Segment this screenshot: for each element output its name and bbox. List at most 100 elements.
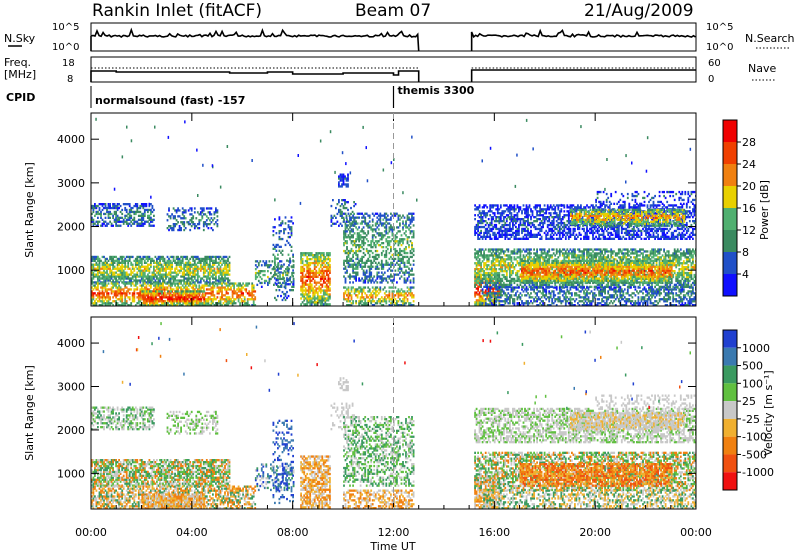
data-cell <box>115 272 117 274</box>
data-cell <box>99 262 101 264</box>
data-cell <box>132 275 134 277</box>
data-cell <box>212 219 214 221</box>
data-cell <box>253 294 255 296</box>
data-cell <box>206 223 208 225</box>
data-cell <box>382 279 384 281</box>
data-cell <box>120 205 122 207</box>
data-cell <box>375 266 377 268</box>
data-cell <box>366 294 368 296</box>
data-cell <box>120 277 122 279</box>
data-cell <box>407 298 409 300</box>
data-cell <box>351 264 353 266</box>
data-cell <box>206 298 208 300</box>
data-cell <box>405 302 407 304</box>
data-cell <box>97 272 99 274</box>
data-cell <box>96 302 98 304</box>
data-cell <box>396 281 398 283</box>
data-cell <box>217 215 219 217</box>
data-cell <box>97 221 99 223</box>
data-cell <box>559 236 561 238</box>
data-cell <box>321 286 323 288</box>
data-cell <box>562 218 564 220</box>
data-cell <box>167 282 169 284</box>
data-cell <box>335 207 337 209</box>
data-cell <box>326 268 328 270</box>
data-cell <box>321 268 323 270</box>
data-cell <box>332 199 334 201</box>
data-cell <box>544 216 546 218</box>
data-cell <box>369 254 371 256</box>
data-cell <box>282 254 284 256</box>
data-cell <box>203 294 205 296</box>
data-cell <box>545 218 547 220</box>
data-cell <box>366 277 368 279</box>
data-cell <box>411 274 413 276</box>
data-cell <box>480 232 482 234</box>
data-cell <box>530 208 532 210</box>
data-cell <box>93 296 95 298</box>
data-cell <box>124 217 126 219</box>
data-cell <box>343 238 345 240</box>
data-cell <box>277 275 279 277</box>
data-cell <box>354 232 356 234</box>
data-cell <box>352 211 354 213</box>
data-cell <box>245 288 247 290</box>
data-cell <box>381 238 383 240</box>
data-cell <box>483 236 485 238</box>
data-cell <box>363 274 365 276</box>
data-cell <box>206 300 208 302</box>
data-cell <box>378 240 380 242</box>
data-cell <box>280 285 282 287</box>
data-cell <box>175 294 177 296</box>
data-cell <box>524 224 526 226</box>
data-cell <box>323 252 325 254</box>
data-cell <box>346 240 348 242</box>
data-cell <box>321 284 323 286</box>
data-cell <box>180 282 182 284</box>
data-cell <box>206 215 208 217</box>
data-cell <box>221 282 223 284</box>
data-cell <box>152 300 154 302</box>
data-cell <box>286 240 288 242</box>
data-cell <box>348 296 350 298</box>
data-cell <box>329 278 331 280</box>
nave-label: Nave <box>748 62 776 75</box>
data-cell <box>127 262 129 264</box>
data-cell <box>408 236 410 238</box>
data-cell <box>111 277 113 279</box>
data-cell <box>355 240 357 242</box>
data-cell <box>375 262 377 264</box>
data-cell <box>341 225 343 227</box>
data-cell <box>335 217 337 219</box>
data-cell <box>320 256 322 258</box>
data-cell <box>112 296 114 298</box>
data-cell <box>363 270 365 272</box>
data-cell <box>355 279 357 281</box>
data-cell <box>129 223 131 225</box>
data-cell <box>279 289 281 291</box>
data-cell <box>351 266 353 268</box>
data-cell <box>150 213 152 215</box>
data-cell <box>217 266 219 268</box>
data-cell <box>108 294 110 296</box>
data-cell <box>276 299 278 301</box>
data-cell <box>132 223 134 225</box>
data-cell <box>108 288 110 290</box>
data-cell <box>407 294 409 296</box>
data-cell <box>162 282 164 284</box>
data-cell <box>206 284 208 286</box>
data-cell <box>302 274 304 276</box>
data-cell <box>303 268 305 270</box>
data-cell <box>562 236 564 238</box>
data-cell <box>118 207 120 209</box>
data-cell <box>220 256 222 258</box>
data-cell <box>532 224 534 226</box>
data-cell <box>548 218 550 220</box>
data-cell <box>282 250 284 252</box>
data-cell <box>352 215 354 217</box>
data-cell <box>382 266 384 268</box>
data-cell <box>370 268 372 270</box>
data-cell <box>477 230 479 232</box>
data-cell <box>120 274 122 276</box>
data-cell <box>200 262 202 264</box>
